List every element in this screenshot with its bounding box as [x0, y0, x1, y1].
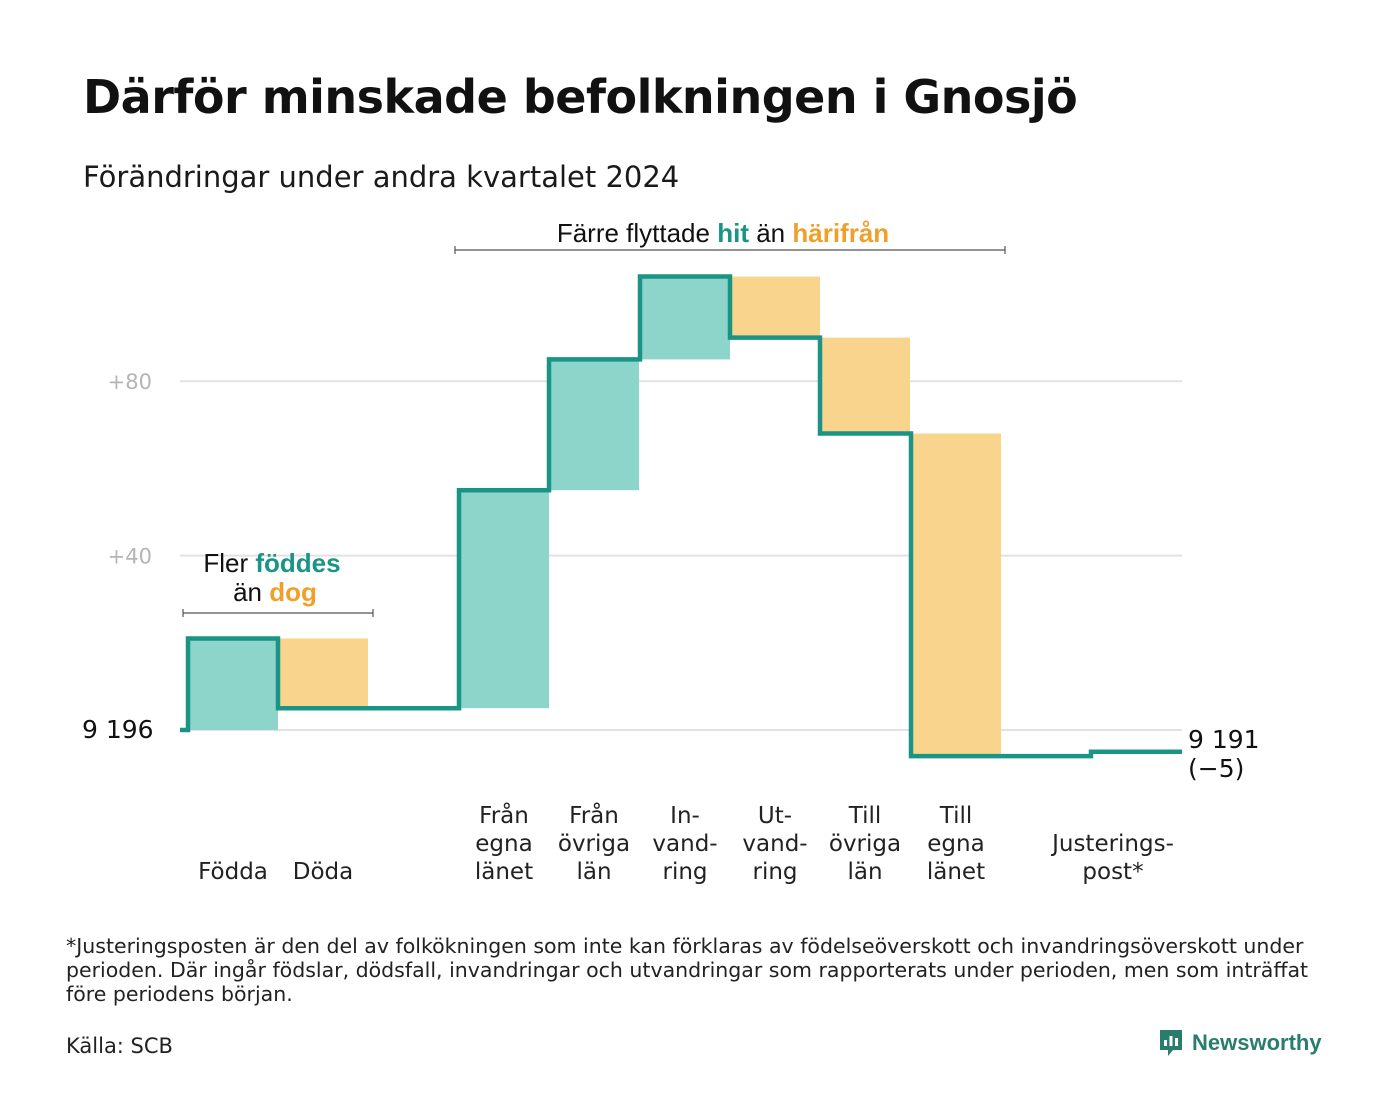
births-annotation-highlight-dog: dog	[269, 577, 317, 607]
category-label: Till	[848, 803, 882, 829]
births-annotation: Fler föddes än dog	[182, 548, 374, 617]
category-label: In-	[670, 803, 700, 829]
migration-annotation: Färre flyttade hit än härifrån	[454, 218, 1006, 254]
waterfall-bar	[459, 490, 549, 709]
births-annotation-prefix: Fler	[203, 548, 255, 578]
category-label: Från	[479, 801, 529, 829]
waterfall-bar	[730, 276, 820, 338]
end-value-label: 9 191	[1188, 725, 1260, 754]
category-label: Ut-	[758, 803, 792, 829]
category-label: länet	[927, 859, 985, 885]
category-label: egna	[927, 831, 984, 857]
migration-annotation-highlight-harifran: härifrån	[792, 218, 889, 248]
chart-subtitle: Förändringar under andra kvartalet 2024	[83, 160, 680, 194]
category-label: övriga	[829, 831, 901, 857]
waterfall-bar	[549, 359, 639, 491]
category-label: länet	[475, 859, 533, 885]
category-label: Döda	[293, 859, 353, 885]
waterfall-bar	[820, 337, 910, 434]
category-label: Från	[569, 801, 619, 829]
births-annotation-prefix2: än	[233, 577, 269, 607]
brand-name: Newsworthy	[1192, 1030, 1322, 1055]
migration-annotation-highlight-hit: hit	[717, 218, 749, 248]
start-value-label: 9 196	[82, 715, 154, 744]
grid-layer	[180, 380, 1182, 731]
step-line-layer	[180, 274, 1182, 759]
category-label: Födda	[198, 859, 268, 885]
migration-annotation-middle: än	[749, 218, 792, 248]
category-label: post*	[1082, 859, 1143, 885]
category-label: Till	[939, 803, 973, 829]
bar-layer	[188, 276, 1001, 757]
end-change-label: (−5)	[1188, 754, 1244, 783]
chart-title: Därför minskade befolkningen i Gnosjö	[83, 70, 1078, 124]
y-tick-label: +80	[108, 370, 152, 394]
births-annotation-line1: Fler föddes	[203, 548, 340, 578]
migration-annotation-text: Färre flyttade hit än härifrån	[557, 218, 889, 248]
category-label: län	[576, 859, 611, 885]
category-label: län	[847, 859, 882, 885]
brand-logo[interactable]: Newsworthy	[1158, 1028, 1322, 1058]
y-tick-label: +40	[108, 545, 152, 569]
migration-annotation-prefix: Färre flyttade	[557, 218, 717, 248]
waterfall-bar	[640, 276, 730, 360]
category-label: vand-	[742, 831, 807, 857]
category-label: ring	[662, 859, 707, 885]
waterfall-bar	[188, 638, 278, 730]
category-label: vand-	[652, 831, 717, 857]
category-label: ring	[752, 859, 797, 885]
cumulative-step-line	[180, 274, 1182, 759]
source-credit: Källa: SCB	[66, 1034, 173, 1058]
births-annotation-highlight-fodda: föddes	[255, 548, 340, 578]
newsworthy-logo-icon	[1160, 1030, 1182, 1056]
footnote: *Justeringsposten är den del av folkökni…	[66, 934, 1309, 1006]
waterfall-bar	[911, 433, 1001, 757]
births-annotation-line2: än dog	[233, 577, 317, 607]
category-label: Justerings-	[1050, 831, 1174, 857]
waterfall-bar	[278, 638, 368, 709]
category-label: övriga	[558, 831, 630, 857]
category-label: egna	[475, 831, 532, 857]
